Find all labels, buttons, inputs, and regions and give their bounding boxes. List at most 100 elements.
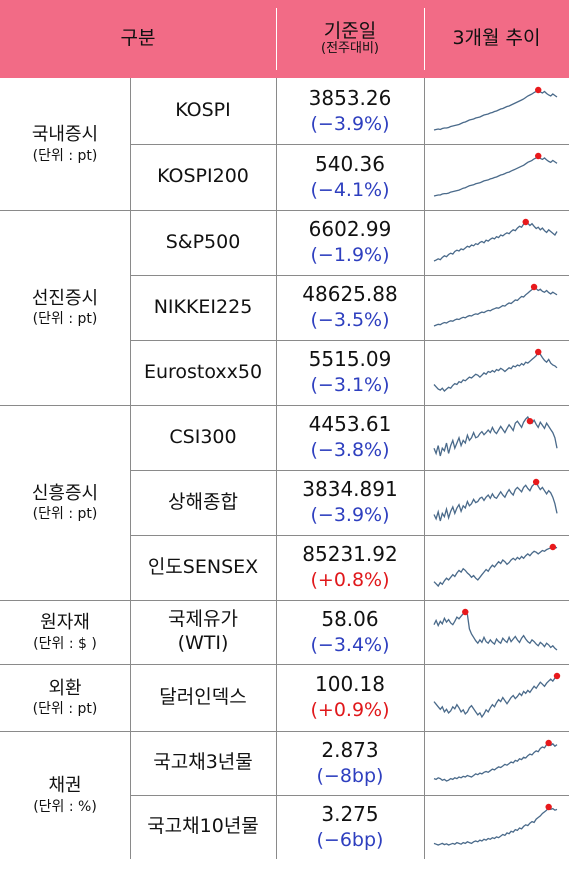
index-name-cell: Eurostoxx50: [130, 340, 276, 405]
trend-line: [433, 415, 558, 457]
value-divider: [276, 78, 277, 144]
trend-line: [433, 155, 558, 197]
trend-line: [433, 546, 558, 588]
chart-divider: [424, 664, 425, 731]
chart-divider: [424, 600, 425, 664]
value-divider: [276, 795, 277, 859]
index-change: (−3.4%): [310, 633, 390, 656]
category-cell: 선진증시 (단위 : pt): [0, 210, 130, 405]
chart-divider: [424, 144, 425, 210]
group-divider: [0, 731, 569, 732]
trend-line: [433, 286, 558, 327]
group-divider: [0, 405, 569, 406]
table-header: [0, 0, 569, 78]
index-name-cell: 국고채10년물: [130, 795, 276, 859]
trend-line: [433, 350, 558, 392]
trend-sparkline: [433, 672, 561, 719]
value-cell: 2.873 (−8bp): [276, 731, 424, 795]
index-name-cell: CSI300: [130, 405, 276, 470]
index-change: (−6bp): [316, 828, 384, 851]
category-name: 원자재: [40, 612, 90, 634]
chart-divider: [424, 795, 425, 859]
value-divider: [276, 470, 277, 535]
row-divider: [130, 535, 569, 536]
trend-sparkline: [433, 478, 558, 522]
index-name: 인도SENSEX: [147, 555, 259, 578]
index-name: 국고채10년물: [147, 815, 259, 838]
header-category: 구분: [0, 0, 276, 78]
peak-marker: [522, 218, 529, 226]
index-value: 3853.26: [308, 85, 392, 110]
category-name: 선진증시: [31, 287, 99, 309]
category-cell: 신흥증시 (단위 : pt): [0, 405, 130, 600]
chart-divider: [424, 340, 425, 405]
index-name: (WTI): [177, 632, 229, 654]
chart-divider: [424, 470, 425, 535]
trend-line: [433, 221, 558, 262]
value-cell: 540.36 (−4.1%): [276, 144, 424, 210]
value-divider: [276, 144, 277, 210]
chart-divider: [424, 210, 425, 275]
index-change: (−3.5%): [310, 309, 390, 332]
peak-marker: [549, 543, 557, 551]
value-cell: 3853.26 (−3.9%): [276, 78, 424, 144]
value-divider: [276, 340, 277, 405]
peak-marker: [530, 283, 538, 291]
index-name: 국고채3년물: [153, 751, 253, 774]
value-divider: [276, 405, 277, 470]
index-value: 85231.92: [302, 542, 398, 567]
index-name: 달러인덱스: [159, 685, 247, 708]
trend-sparkline: [433, 348, 558, 392]
value-cell: 48625.88 (−3.5%): [276, 275, 424, 340]
category-unit: (단위 : pt): [32, 701, 98, 718]
index-name: Eurostoxx50: [143, 360, 263, 383]
trend-sparkline: [433, 415, 558, 457]
chart-divider: [424, 535, 425, 600]
index-name: 상해종합: [168, 490, 238, 513]
category-cell: 국내증시 (단위 : pt): [0, 78, 130, 210]
value-cell: 6602.99 (−1.9%): [276, 210, 424, 275]
category-cell: 채권 (단위 : %): [0, 731, 130, 859]
index-name-cell: NIKKEI225: [130, 275, 276, 340]
chart-divider: [424, 78, 425, 144]
category-divider: [130, 405, 131, 600]
category-unit: (단위 : pt): [32, 506, 98, 523]
index-change: (−8bp): [316, 764, 384, 787]
index-name: KOSPI200: [157, 165, 249, 188]
trend-line: [433, 742, 558, 782]
index-change: (−1.9%): [310, 244, 390, 267]
trend-sparkline: [433, 739, 558, 782]
row-divider: [130, 795, 569, 796]
header-divider: [424, 8, 425, 70]
index-change: (+0.8%): [310, 569, 390, 592]
value-cell: 3.275 (−6bp): [276, 795, 424, 859]
trend-line: [433, 675, 558, 719]
category-cell: 외환 (단위 : pt): [0, 664, 130, 731]
category-cell: 원자재 (단위 : $ ): [0, 600, 130, 664]
trend-line: [433, 805, 558, 846]
category-divider: [130, 210, 131, 405]
index-name-cell: 국제유가 (WTI): [130, 600, 276, 664]
peak-marker: [535, 348, 542, 356]
header-divider: [276, 8, 277, 70]
index-value: 3834.891: [302, 477, 398, 502]
category-divider: [130, 600, 131, 664]
index-name-cell: KOSPI: [130, 78, 276, 144]
index-name-cell: S&P500: [130, 210, 276, 275]
value-cell: 85231.92 (+0.8%): [276, 535, 424, 600]
index-name: 국제유가: [168, 608, 238, 631]
index-name-cell: 상해종합: [130, 470, 276, 535]
category-unit: (단위 : pt): [32, 311, 98, 328]
peak-marker: [535, 152, 542, 160]
category-divider: [130, 664, 131, 731]
peak-marker: [553, 672, 561, 680]
index-value: 58.06: [321, 606, 379, 631]
row-divider: [130, 144, 569, 145]
chart-divider: [424, 275, 425, 340]
index-change: (+0.9%): [310, 699, 390, 722]
row-divider: [130, 470, 569, 471]
trend-line: [433, 611, 558, 651]
trend-sparkline: [433, 283, 558, 327]
index-change: (−3.1%): [310, 374, 390, 397]
category-name: 외환: [48, 677, 82, 699]
